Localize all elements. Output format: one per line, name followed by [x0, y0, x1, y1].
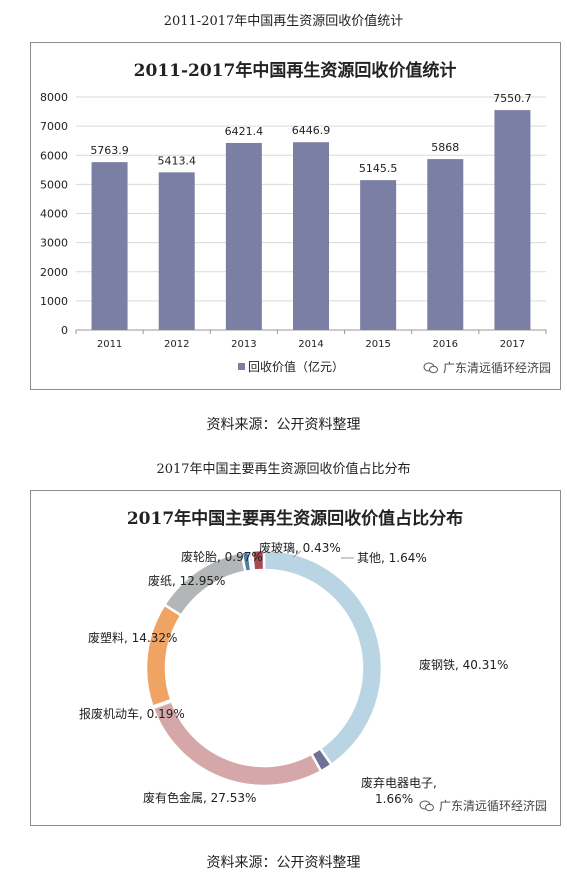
watermark-text: 广东清远循环经济园	[438, 799, 547, 813]
y-tick-label: 0	[61, 324, 68, 337]
y-tick-label: 7000	[40, 120, 68, 133]
slice-label: 废有色金属, 27.53%	[143, 790, 256, 805]
slice-label: 废弃电器电子,	[361, 775, 437, 790]
bar	[494, 110, 531, 330]
y-tick-label: 8000	[40, 91, 68, 104]
chart-title: 2017年中国主要再生资源回收价值占比分布	[127, 508, 463, 529]
legend-label: 回收价值（亿元）	[248, 359, 344, 374]
bar	[293, 142, 329, 330]
chart-title: 2011-2017年中国再生资源回收价值统计	[134, 60, 457, 81]
x-tick-label: 2017	[500, 339, 525, 350]
slice-label: 废纸, 12.95%	[148, 573, 225, 588]
y-tick-label: 6000	[40, 149, 68, 162]
x-tick-label: 2015	[365, 339, 390, 350]
bar	[427, 159, 464, 330]
watermark-text: 广东清远循环经济园	[442, 361, 551, 375]
data-label: 5413.4	[157, 154, 196, 167]
chart1-source: 资料来源：公开资料整理	[206, 417, 361, 433]
slice-label: 其他, 1.64%	[357, 551, 427, 565]
slice-label: 废玻璃, 0.43%	[259, 540, 341, 555]
leader-line	[292, 550, 302, 558]
slice-label: 1.66%	[375, 792, 413, 806]
x-tick-label: 2016	[433, 339, 458, 350]
bar	[225, 142, 262, 330]
x-tick-label: 2012	[164, 339, 189, 350]
chart2-caption: 2017年中国主要再生资源回收价值占比分布	[156, 462, 411, 477]
y-tick-label: 1000	[40, 295, 68, 308]
data-label: 7550.7	[493, 92, 532, 105]
data-label: 6446.9	[292, 124, 331, 137]
x-tick-label: 2011	[97, 339, 122, 350]
slice-label: 废钢铁, 40.31%	[419, 657, 508, 672]
bar-chart: 2011-2017年中国再生资源回收价值统计 0 1000 2000 3000 4000 5…	[40, 60, 547, 374]
slice-label: 废轮胎, 0.97%	[181, 549, 263, 564]
bar	[91, 162, 128, 330]
donut-slice	[262, 548, 384, 767]
data-label: 5868	[431, 141, 459, 154]
watermark: 广东清远循环经济园	[419, 358, 554, 377]
wechat-icon	[419, 800, 434, 811]
slice-label: 报废机动车, 0.19%	[79, 706, 185, 721]
legend-swatch	[238, 363, 245, 370]
y-tick-label: 5000	[40, 178, 68, 191]
chart1-caption: 2011-2017年中国再生资源回收价值统计	[163, 14, 404, 29]
data-label: 5763.9	[90, 144, 129, 157]
data-label: 5145.5	[359, 162, 398, 175]
y-tick-label: 4000	[40, 208, 68, 221]
bar	[360, 180, 397, 330]
data-label: 6421.4	[225, 125, 264, 138]
slice-label: 废塑料, 14.32%	[88, 630, 177, 645]
bar	[158, 172, 195, 330]
x-tick-label: 2013	[231, 339, 256, 350]
donut-slice	[250, 548, 266, 572]
donut-slice	[144, 602, 184, 709]
bar-chart-panel: 2011-2017年中国再生资源回收价值统计 0 1000 2000 3000 4000 5…	[30, 42, 561, 390]
x-tick-label: 2014	[298, 339, 323, 350]
watermark: 广东清远循环经济园	[415, 796, 550, 815]
chart2-source: 资料来源：公开资料整理	[206, 855, 361, 871]
y-tick-label: 3000	[40, 237, 68, 250]
wechat-icon	[423, 362, 438, 373]
y-tick-label: 2000	[40, 266, 68, 279]
donut-chart-panel: 2017年中国主要再生资源回收价值占比分布废钢铁, 40.31% 废弃电器电子, 1…	[30, 490, 561, 826]
